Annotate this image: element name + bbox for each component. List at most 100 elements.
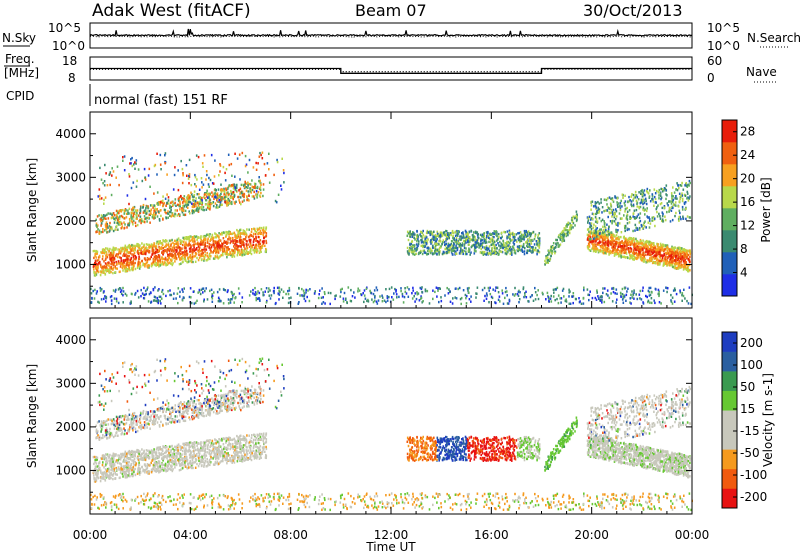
- power-cell: [200, 254, 202, 258]
- power-cell: [94, 274, 97, 277]
- power-cell: [232, 253, 235, 256]
- power-cell: [570, 226, 572, 229]
- power-cell: [214, 250, 217, 253]
- power-cell: [203, 208, 205, 212]
- power-cell: [215, 236, 217, 239]
- power-cell: [182, 209, 185, 213]
- power-cell: [227, 253, 229, 256]
- power-cell: [97, 259, 100, 262]
- power-cell: [654, 197, 657, 201]
- power-cell: [239, 253, 241, 256]
- power-cell: [654, 224, 656, 228]
- power-cell: [483, 232, 485, 235]
- power-cell: [436, 232, 439, 235]
- power-cell: [253, 249, 255, 252]
- power-cell: [618, 222, 621, 225]
- power-cell: [614, 247, 616, 250]
- power-cell: [679, 196, 682, 199]
- power-cell: [181, 211, 184, 214]
- power-cell: [151, 215, 154, 219]
- power-cell: [156, 242, 158, 245]
- power-cell: [666, 245, 668, 248]
- power-cell: [167, 196, 170, 199]
- power-cell: [523, 238, 525, 241]
- power-cell: [642, 208, 644, 211]
- power-cell: [628, 228, 630, 231]
- power-cell: [431, 241, 433, 244]
- power-cell: [109, 266, 111, 269]
- power-cell: [122, 259, 125, 262]
- power-cell: [254, 186, 257, 190]
- power-cell: [441, 232, 443, 235]
- power-cell: [562, 236, 564, 239]
- power-cell: [209, 202, 211, 205]
- power-cell: [413, 253, 416, 256]
- power-cell: [686, 267, 688, 270]
- power-cell: [678, 209, 681, 212]
- power-cell: [661, 188, 664, 191]
- power-cell: [274, 199, 277, 203]
- power-cell: [610, 241, 613, 244]
- power-cell: [169, 210, 171, 214]
- power-cell: [615, 228, 617, 232]
- power-cell: [95, 263, 98, 266]
- power-cell: [181, 257, 184, 260]
- power-cell: [653, 261, 656, 264]
- power-cell: [120, 262, 123, 265]
- power-cell: [230, 240, 232, 243]
- power-cell: [265, 248, 268, 252]
- power-cell: [173, 247, 176, 250]
- power-cell: [159, 201, 162, 204]
- power-cell: [445, 229, 447, 233]
- power-cell: [236, 246, 239, 249]
- power-cell: [201, 240, 204, 243]
- power-cell: [244, 182, 247, 185]
- power-cell: [264, 244, 266, 247]
- power-cell: [264, 235, 267, 238]
- power-cell: [235, 248, 238, 251]
- power-cell: [206, 245, 208, 248]
- power-cell: [571, 220, 574, 223]
- power-cell: [670, 202, 673, 205]
- power-cell: [500, 236, 502, 240]
- power-cell: [223, 190, 226, 194]
- power-cell: [445, 239, 447, 242]
- power-cell: [621, 249, 624, 253]
- power-cell: [170, 201, 172, 204]
- power-cell: [117, 221, 120, 224]
- power-cell: [632, 249, 635, 252]
- power-cell: [630, 256, 632, 260]
- power-cell: [109, 255, 111, 259]
- power-cell: [110, 270, 112, 274]
- power-cell: [102, 250, 104, 253]
- power-cell: [110, 265, 112, 269]
- power-cell: [185, 247, 187, 250]
- power-cell: [446, 237, 448, 240]
- power-cell: [648, 216, 650, 219]
- power-cell: [207, 183, 210, 186]
- power-cell: [253, 227, 256, 231]
- power-cell: [665, 258, 668, 262]
- power-cell: [221, 252, 224, 255]
- power-cell: [247, 186, 249, 189]
- power-cell: [237, 235, 239, 238]
- power-cell: [489, 252, 492, 255]
- power-cell: [590, 227, 593, 231]
- power-cell: [633, 247, 636, 250]
- power-cell: [169, 204, 171, 208]
- power-cell: [120, 221, 122, 224]
- power-cell: [128, 267, 131, 270]
- power-cell: [488, 249, 491, 253]
- power-cell: [143, 218, 146, 221]
- power-cell: [283, 181, 285, 184]
- power-cell: [424, 237, 426, 240]
- power-cell: [519, 237, 522, 240]
- power-cell: [411, 240, 414, 243]
- power-cell: [194, 240, 196, 243]
- power-cell: [681, 194, 684, 197]
- power-cell: [688, 184, 690, 187]
- power-cell: [689, 181, 691, 185]
- power-cell: [144, 217, 147, 220]
- power-cell: [201, 162, 204, 165]
- power-cell: [646, 190, 648, 193]
